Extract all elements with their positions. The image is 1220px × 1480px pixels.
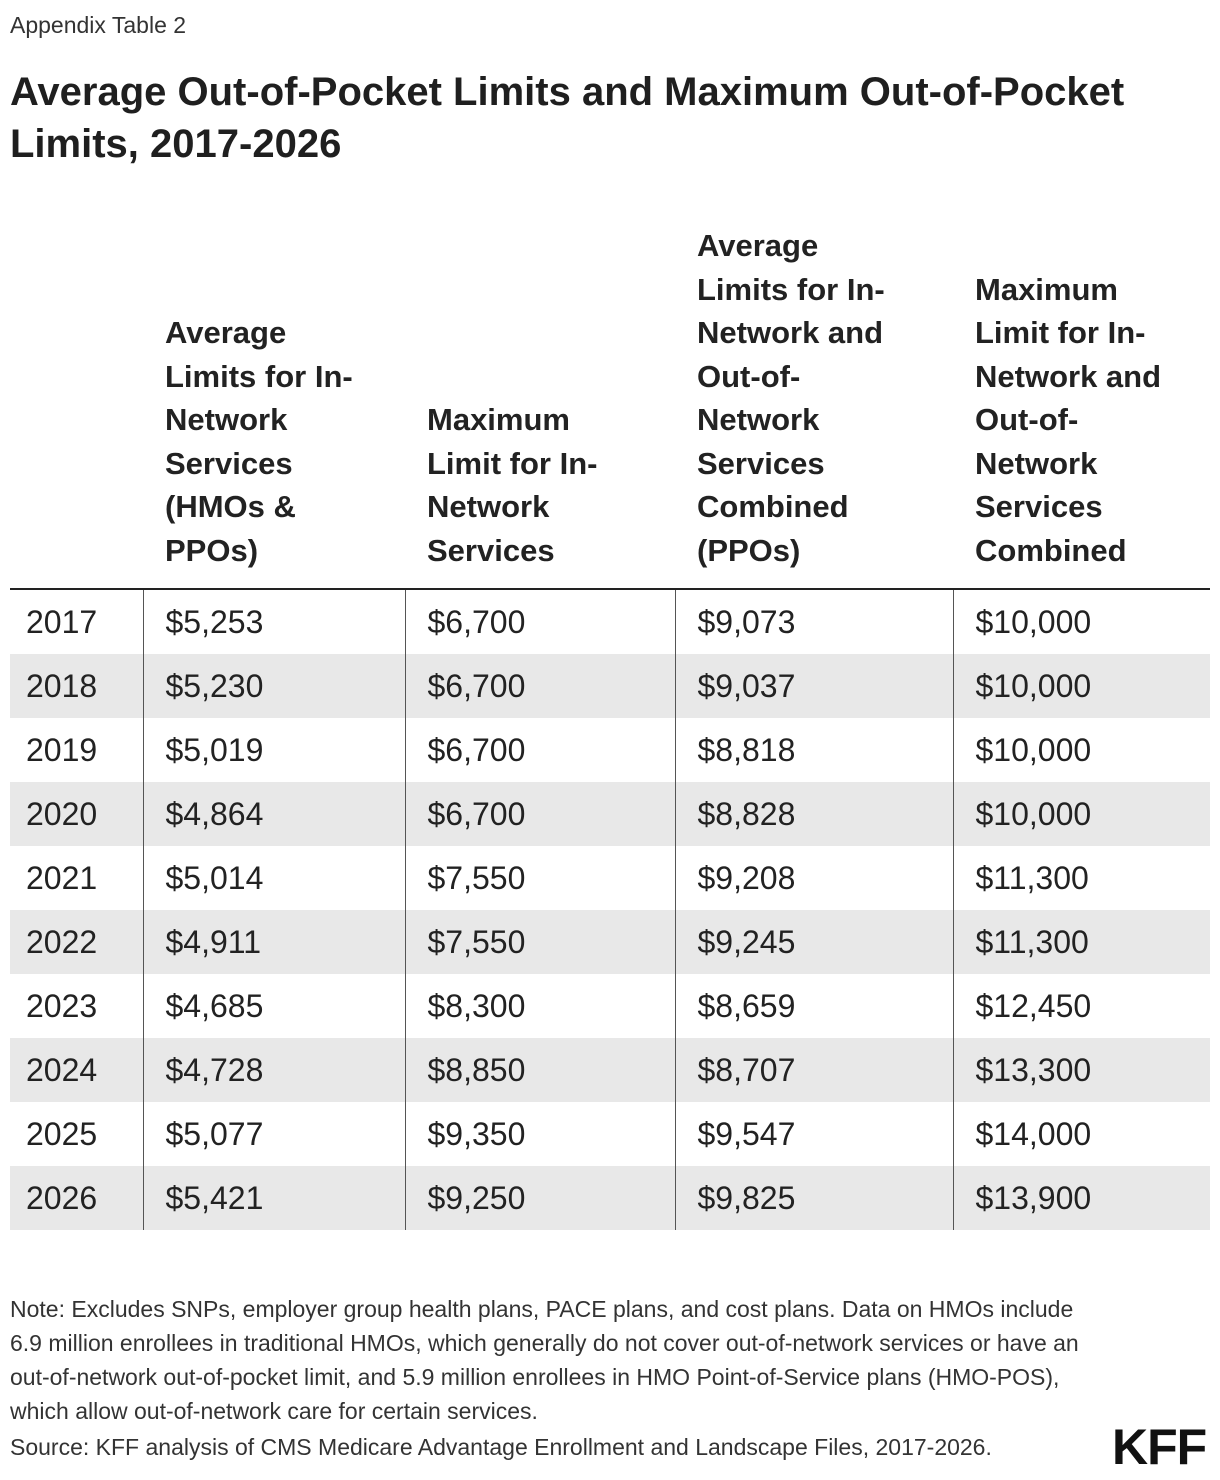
cell-max-combined: $10,000	[952, 782, 1210, 846]
cell-avg-combined: $8,659	[674, 974, 953, 1038]
cell-max-combined: $10,000	[952, 718, 1210, 782]
cell-avg-combined: $9,547	[674, 1102, 953, 1166]
cell-avg-in-network: $5,421	[142, 1166, 405, 1230]
header-max-combined: Maximum Limit for In- Network and Out-of…	[953, 224, 1210, 590]
cell-max-in-network: $6,700	[404, 782, 675, 846]
table-row: 2022 $4,911 $7,550 $9,245 $11,300	[10, 910, 1210, 974]
cell-max-combined: $13,300	[952, 1038, 1210, 1102]
cell-avg-combined: $8,818	[674, 718, 953, 782]
cell-year: 2019	[10, 718, 143, 782]
table-source: Source: KFF analysis of CMS Medicare Adv…	[10, 1434, 992, 1460]
cell-avg-combined: $9,245	[674, 910, 953, 974]
table-row: 2021 $5,014 $7,550 $9,208 $11,300	[10, 846, 1210, 910]
cell-max-in-network: $8,850	[404, 1038, 675, 1102]
cell-max-in-network: $9,250	[404, 1166, 675, 1230]
table-row: 2017 $5,253 $6,700 $9,073 $10,000	[10, 589, 1210, 654]
cell-avg-combined: $9,825	[674, 1166, 953, 1230]
table-row: 2019 $5,019 $6,700 $8,818 $10,000	[10, 718, 1210, 782]
header-year	[10, 224, 143, 590]
header-avg-in-network: Average Limits for In- Network Services …	[143, 224, 405, 590]
cell-year: 2020	[10, 782, 143, 846]
kff-logo: KFF	[1112, 1419, 1207, 1475]
cell-max-combined: $13,900	[952, 1166, 1210, 1230]
table-row: 2023 $4,685 $8,300 $8,659 $12,450	[10, 974, 1210, 1038]
cell-year: 2025	[10, 1102, 143, 1166]
table-row: 2020 $4,864 $6,700 $8,828 $10,000	[10, 782, 1210, 846]
cell-avg-combined: $9,208	[674, 846, 953, 910]
cell-avg-combined: $8,707	[674, 1038, 953, 1102]
cell-max-in-network: $8,300	[404, 974, 675, 1038]
cell-avg-in-network: $4,728	[142, 1038, 405, 1102]
cell-year: 2018	[10, 654, 143, 718]
cell-avg-in-network: $5,077	[142, 1102, 405, 1166]
cell-max-in-network: $9,350	[404, 1102, 675, 1166]
data-table: Average Limits for In- Network Services …	[10, 224, 1210, 1230]
cell-max-combined: $10,000	[952, 654, 1210, 718]
cell-max-in-network: $7,550	[404, 846, 675, 910]
table-row: 2026 $5,421 $9,250 $9,825 $13,900	[10, 1166, 1210, 1230]
cell-avg-in-network: $4,911	[142, 910, 405, 974]
cell-avg-combined: $9,037	[674, 654, 953, 718]
table-kicker: Appendix Table 2	[10, 12, 187, 38]
cell-year: 2023	[10, 974, 143, 1038]
table-body: 2017 $5,253 $6,700 $9,073 $10,000 2018 $5,230 $…	[10, 589, 1210, 1230]
cell-year: 2026	[10, 1166, 143, 1230]
table-row: 2024 $4,728 $8,850 $8,707 $13,300	[10, 1038, 1210, 1102]
cell-avg-in-network: $4,864	[142, 782, 405, 846]
cell-avg-in-network: $5,253	[142, 589, 405, 654]
table-row: 2025 $5,077 $9,350 $9,547 $14,000	[10, 1102, 1210, 1166]
cell-max-in-network: $7,550	[404, 910, 675, 974]
cell-year: 2022	[10, 910, 143, 974]
table-title: Average Out-of-Pocket Limits and Maximum…	[10, 70, 1125, 166]
cell-avg-in-network: $5,014	[142, 846, 405, 910]
cell-avg-in-network: $5,230	[142, 654, 405, 718]
cell-max-combined: $14,000	[952, 1102, 1210, 1166]
cell-max-combined: $12,450	[952, 974, 1210, 1038]
cell-avg-in-network: $4,685	[142, 974, 405, 1038]
header-max-in-network: Maximum Limit for In- Network Services	[405, 224, 675, 590]
cell-max-combined: $10,000	[952, 589, 1210, 654]
cell-max-in-network: $6,700	[404, 718, 675, 782]
cell-year: 2017	[10, 589, 143, 654]
cell-year: 2024	[10, 1038, 143, 1102]
cell-max-in-network: $6,700	[404, 589, 675, 654]
cell-max-combined: $11,300	[952, 846, 1210, 910]
table-row: 2018 $5,230 $6,700 $9,037 $10,000	[10, 654, 1210, 718]
header-avg-combined: Average Limits for In- Network and Out-o…	[675, 224, 953, 590]
cell-avg-in-network: $5,019	[142, 718, 405, 782]
cell-avg-combined: $9,073	[674, 589, 953, 654]
cell-avg-combined: $8,828	[674, 782, 953, 846]
header-row: Average Limits for In- Network Services …	[10, 224, 1210, 590]
cell-max-combined: $11,300	[952, 910, 1210, 974]
table-note: Note: Excludes SNPs, employer group heal…	[10, 1296, 1079, 1424]
cell-max-in-network: $6,700	[404, 654, 675, 718]
cell-year: 2021	[10, 846, 143, 910]
